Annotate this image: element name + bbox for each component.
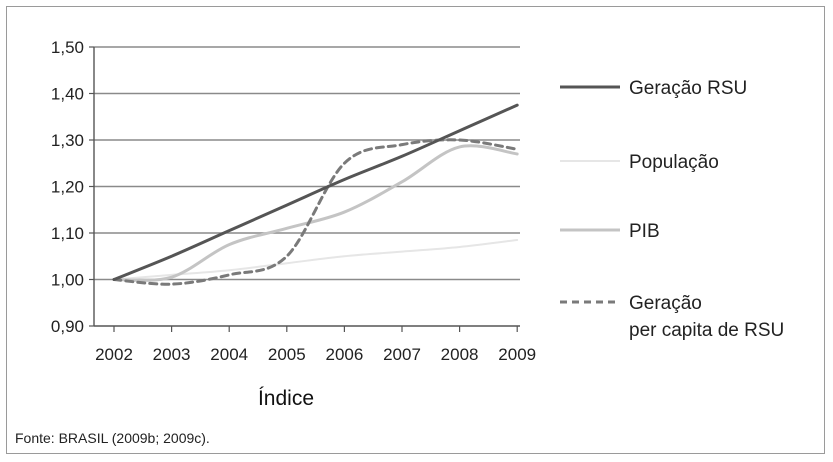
y-tick-label: 1,40: [51, 85, 84, 104]
x-axis-label: Índice: [258, 387, 314, 410]
series-line-gera-o-rsu: [114, 105, 517, 279]
y-tick-label: 1,20: [51, 178, 84, 197]
legend-label: Geração: [629, 293, 702, 314]
legend-label: Geração RSU: [629, 78, 747, 99]
x-tick-label: 2003: [153, 345, 191, 364]
x-tick-label: 2006: [325, 345, 363, 364]
y-tick-label: 1,00: [51, 271, 84, 290]
gridlines: [94, 47, 520, 280]
series-line-popula-o: [114, 240, 517, 280]
x-tick-label: 2005: [268, 345, 306, 364]
source-note: Fonte: BRASIL (2009b; 2009c).: [15, 430, 210, 446]
y-tick-label: 1,50: [51, 38, 84, 57]
x-tick-label: 2002: [95, 345, 133, 364]
legend-label: População: [629, 152, 719, 173]
x-tick-label: 2007: [383, 345, 421, 364]
legend: Geração RSU População PIB Geração per capita…: [560, 78, 784, 341]
x-tick-labels: 2002 2003 2004 2005 2006 2007 2008 2009: [95, 345, 536, 364]
series-line-gera-o-per-capita-de-rsu: [114, 140, 517, 284]
y-tick-label: 0,90: [51, 317, 84, 336]
x-tick-label: 2009: [498, 345, 536, 364]
legend-label: per capita de RSU: [629, 320, 784, 341]
legend-label: PIB: [629, 221, 660, 242]
y-tick-label: 1,30: [51, 131, 84, 150]
y-tick-labels: 0,90 1,00 1,10 1,20 1,30 1,40 1,50: [51, 38, 84, 336]
series-lines: [114, 105, 517, 284]
x-tick-label: 2008: [441, 345, 479, 364]
axes: [89, 47, 520, 332]
y-tick-label: 1,10: [51, 224, 84, 243]
x-tick-label: 2004: [210, 345, 248, 364]
